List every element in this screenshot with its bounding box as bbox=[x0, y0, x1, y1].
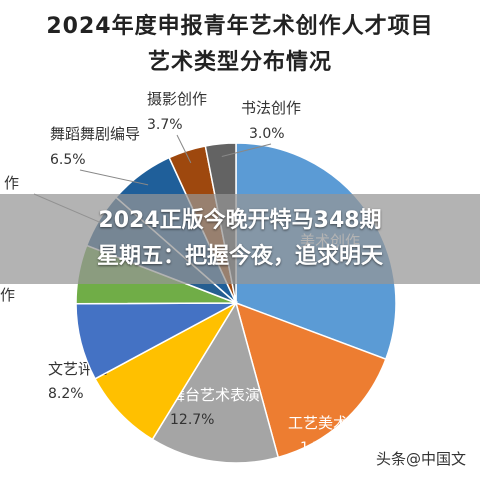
banner-line-2: 星期五：把握今夜，追求明天 bbox=[96, 244, 383, 269]
slice-value-label: 8.2% bbox=[48, 386, 84, 402]
pie-slice bbox=[94, 301, 239, 441]
pie-slice bbox=[234, 301, 387, 459]
leader-line bbox=[221, 143, 272, 157]
slice-label: 舞蹈舞剧编导 bbox=[50, 125, 140, 143]
slice-value-label: 3.0% bbox=[249, 126, 285, 142]
slice-value-label: 6.5% bbox=[50, 152, 86, 168]
slice-label: 舞台艺术表演 bbox=[170, 386, 260, 404]
slice-value-label: 12.7% bbox=[170, 412, 214, 428]
leader-line bbox=[176, 134, 192, 164]
watermark: 头条@中国文 bbox=[376, 446, 480, 472]
chart-title: 2024年度申报青年艺术创作人才项目 bbox=[46, 14, 434, 39]
slice-label: 作 bbox=[0, 286, 15, 304]
overlay-banner: 2024正版今晚开特马348期 星期五：把握今夜，追求明天 bbox=[0, 194, 480, 284]
chart-subtitle: 艺术类型分布情况 bbox=[147, 50, 332, 75]
slice-label: 工艺美术创作 bbox=[288, 414, 378, 432]
slice-label: 摄影创作 bbox=[147, 90, 207, 108]
slice-label: 书法创作 bbox=[241, 99, 301, 117]
slice-value-label: 3.7% bbox=[147, 117, 183, 133]
slice-label: 作 bbox=[4, 174, 19, 192]
leader-line bbox=[79, 169, 149, 186]
pie-slice bbox=[151, 301, 280, 464]
banner-line-1: 2024正版今晚开特马348期 bbox=[98, 208, 382, 233]
slice-value-label: 14.7% bbox=[300, 440, 344, 456]
